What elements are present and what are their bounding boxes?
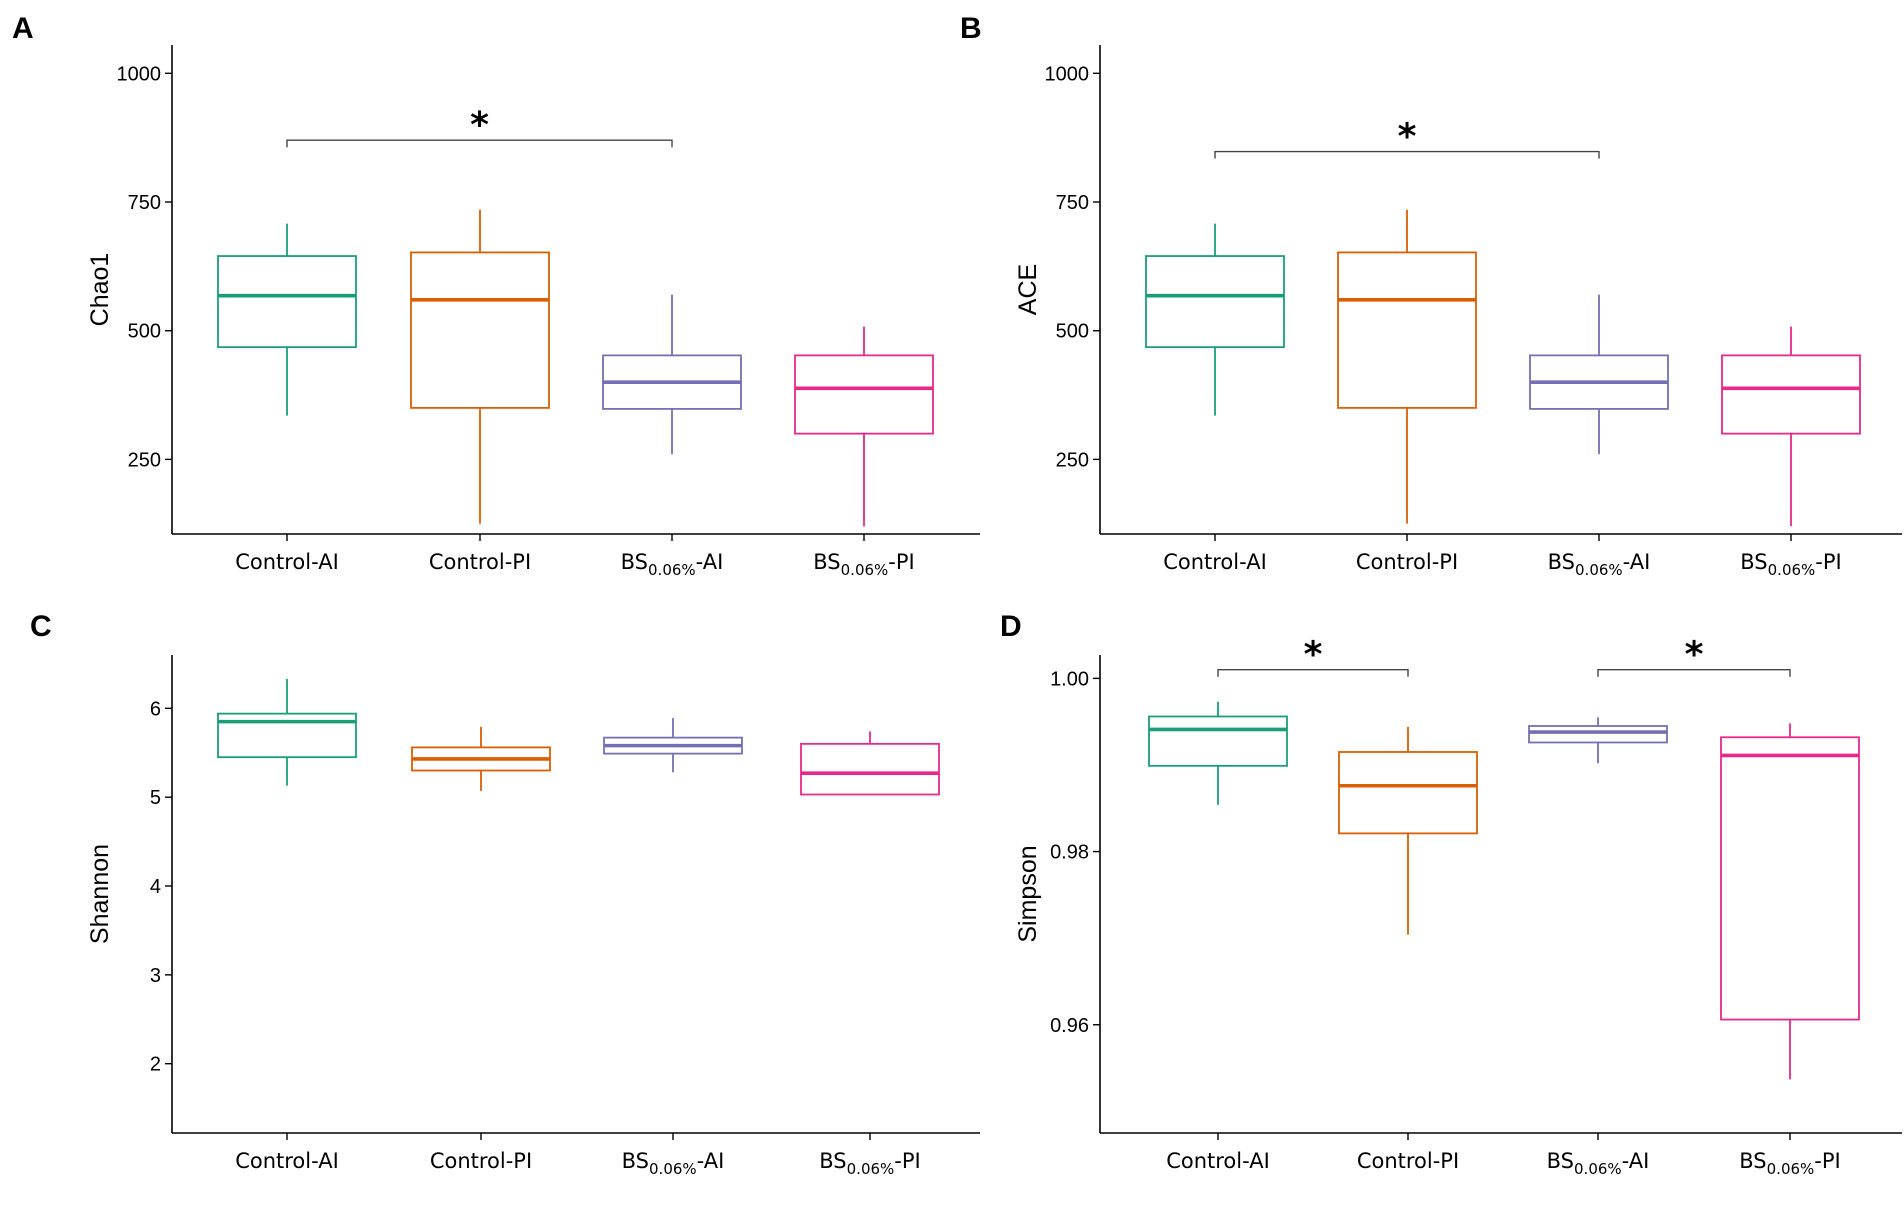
box-iqr (800, 742, 940, 796)
box-2 (1337, 209, 1477, 524)
box-2 (1338, 726, 1478, 935)
x-tick-label: Control-AI (1163, 550, 1267, 574)
box-3 (603, 718, 743, 773)
significance-star: * (1685, 635, 1704, 676)
significance-bracket: * (1597, 635, 1791, 677)
x-tick-label: BS0.06%-AI (1548, 550, 1651, 579)
panel-b: B 250 500 750 1000 ACE Control-AI Control-PI BS0… (960, 12, 1902, 579)
y-tick-label: 750 (128, 192, 161, 214)
panel-letter: A (12, 12, 34, 45)
significance-star: * (1304, 635, 1323, 676)
significance-star: * (1398, 117, 1417, 158)
x-tick-label: Control-PI (1356, 550, 1458, 574)
bracket-line (286, 139, 673, 148)
y-tick-label: 250 (1056, 449, 1089, 471)
y-tick-label: 0.98 (1050, 842, 1089, 864)
bracket-line (1217, 669, 1409, 677)
y-tick-label: 500 (1056, 321, 1089, 343)
bracket-line (1597, 669, 1791, 677)
y-tick-label: 1.00 (1050, 668, 1089, 690)
y-tick-label: 0.96 (1050, 1015, 1089, 1037)
x-tick-label: Control-PI (1357, 1149, 1459, 1173)
x-tick-label: Control-PI (430, 1149, 532, 1173)
y-tick-label: 1000 (1045, 63, 1090, 85)
box-iqr (794, 354, 934, 435)
box-3 (602, 294, 742, 455)
panel-a: A 250 500 750 1000 Chao1 Control-AI Control-PI B… (12, 12, 980, 579)
y-tick-label: 3 (150, 965, 161, 987)
box-1 (217, 678, 357, 786)
box-4 (800, 731, 940, 796)
y-tick-label: 4 (150, 876, 161, 898)
x-tick-label: Control-AI (235, 1149, 339, 1173)
box-iqr (217, 255, 357, 349)
box-2 (410, 209, 550, 524)
y-tick-label: 500 (128, 321, 161, 343)
y-tick-label: 250 (128, 449, 161, 471)
panel-letter: C (30, 610, 52, 643)
box-4 (794, 326, 934, 527)
panel-letter: B (960, 12, 982, 45)
box-2 (411, 726, 551, 791)
box-1 (1148, 701, 1288, 805)
box-iqr (1338, 751, 1478, 835)
significance-bracket: * (286, 105, 673, 148)
panel-d: D 0.96 0.98 1.00 Simpson Control-AI Control-PI… (1000, 610, 1902, 1178)
significance-bracket: * (1217, 635, 1409, 677)
x-tick-label: BS0.06%-PI (813, 550, 914, 579)
box-4 (1720, 723, 1860, 1080)
box-iqr (1720, 736, 1860, 1021)
x-tick-label: BS0.06%-AI (1547, 1149, 1650, 1178)
box-1 (217, 223, 357, 416)
panel-letter: D (1000, 610, 1022, 643)
y-axis-title: Chao1 (86, 253, 114, 327)
x-tick-label: Control-AI (1166, 1149, 1270, 1173)
box-3 (1528, 717, 1668, 764)
y-tick-label: 5 (150, 787, 161, 809)
x-tick-label: Control-PI (429, 550, 531, 574)
y-axis-title: Shannon (86, 844, 114, 944)
x-tick-label: BS0.06%-PI (1740, 550, 1841, 579)
x-tick-label: BS0.06%-AI (621, 550, 724, 579)
x-tick-label: BS0.06%-PI (1739, 1149, 1840, 1178)
panel-c: C 2 3 4 5 6 Shannon Control-AI Control-PI BS0.06%… (30, 610, 980, 1178)
box-iqr (410, 251, 550, 409)
y-tick-label: 750 (1056, 192, 1089, 214)
box-iqr (1148, 715, 1288, 767)
bracket-line (1214, 150, 1600, 159)
x-tick-label: Control-AI (235, 550, 339, 574)
box-iqr (1337, 251, 1477, 409)
box-iqr (1721, 354, 1861, 435)
y-tick-label: 6 (150, 698, 161, 720)
significance-star: * (470, 105, 489, 146)
x-tick-label: BS0.06%-AI (622, 1149, 725, 1178)
box-iqr (1528, 725, 1668, 744)
significance-bracket: * (1214, 117, 1600, 159)
y-tick-label: 2 (150, 1054, 161, 1076)
box-1 (1145, 223, 1285, 416)
y-axis-title: Simpson (1014, 845, 1042, 942)
box-iqr (1145, 255, 1285, 349)
x-tick-label: BS0.06%-PI (819, 1149, 920, 1178)
y-axis-title: ACE (1014, 264, 1042, 315)
box-3 (1529, 294, 1669, 455)
box-4 (1721, 326, 1861, 527)
y-tick-label: 1000 (117, 63, 162, 85)
